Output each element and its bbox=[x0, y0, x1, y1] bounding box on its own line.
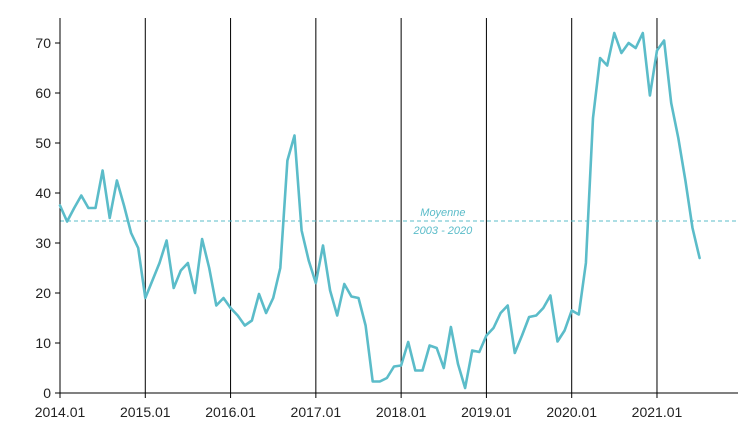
x-tick-label: 2021.01 bbox=[632, 404, 683, 420]
x-tick-label: 2014.01 bbox=[35, 404, 86, 420]
y-tick-label: 60 bbox=[35, 85, 51, 101]
y-tick-label: 30 bbox=[35, 235, 51, 251]
x-axis-ticks: 2014.01 2015.01 2016.01 2017.01 2018.01 2019.… bbox=[35, 393, 683, 420]
y-tick-label: 20 bbox=[35, 285, 51, 301]
average-label-line2: 2003 - 2020 bbox=[413, 225, 474, 237]
x-tick-label: 2019.01 bbox=[461, 404, 512, 420]
y-tick-label: 50 bbox=[35, 135, 51, 151]
y-axis-ticks: 0 10 20 30 40 50 60 70 bbox=[35, 35, 60, 401]
average-label-line1: Moyenne bbox=[420, 207, 465, 219]
y-tick-label: 10 bbox=[35, 335, 51, 351]
y-tick-label: 40 bbox=[35, 185, 51, 201]
year-gridlines bbox=[144, 18, 658, 393]
series-line-0 bbox=[58, 31, 701, 390]
y-tick-label: 70 bbox=[35, 35, 51, 51]
x-tick-label: 2020.01 bbox=[546, 404, 597, 420]
x-tick-label: 2016.01 bbox=[205, 404, 256, 420]
y-tick-label: 0 bbox=[43, 385, 51, 401]
series-layer bbox=[58, 31, 701, 390]
x-tick-label: 2017.01 bbox=[291, 404, 342, 420]
x-tick-label: 2018.01 bbox=[376, 404, 427, 420]
x-tick-label: 2015.01 bbox=[120, 404, 171, 420]
